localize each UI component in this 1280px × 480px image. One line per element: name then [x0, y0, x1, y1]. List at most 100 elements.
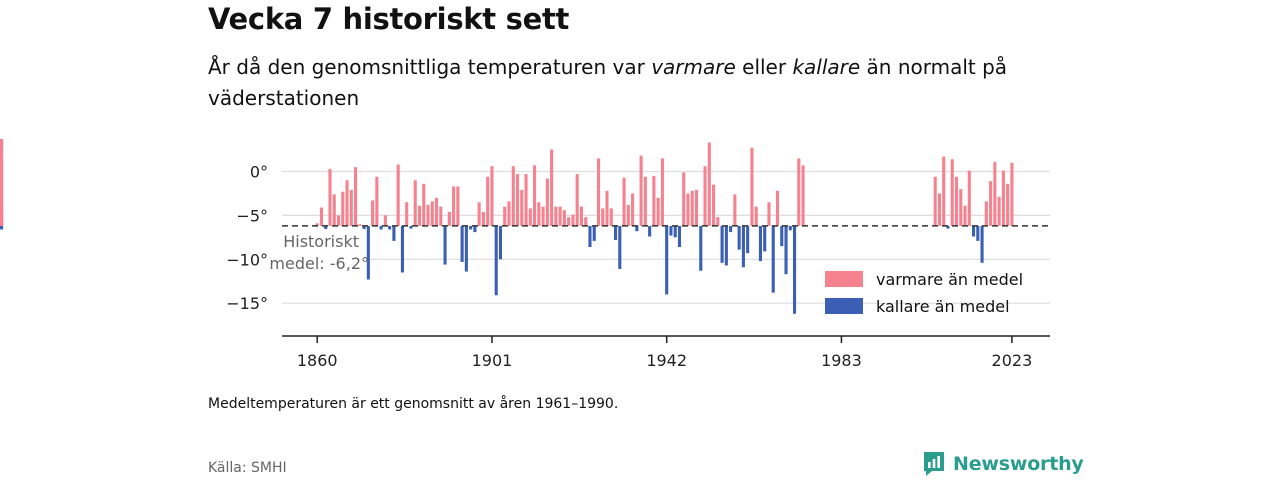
bar-1932 — [622, 177, 626, 226]
bar-1935 — [635, 225, 639, 232]
bar-1903 — [498, 225, 503, 260]
bar-1937 — [643, 176, 647, 226]
legend-label-warmer: varmare än medel — [876, 270, 1023, 289]
bar-1951 — [703, 166, 707, 226]
bar-1971 — [788, 225, 792, 231]
bar-1948 — [690, 190, 694, 226]
bar-1874 — [375, 176, 379, 226]
x-tick-label: 2023 — [992, 351, 1033, 370]
bar-1933 — [626, 204, 630, 226]
bar-2006 — [937, 193, 941, 226]
bar-1918 — [562, 210, 566, 226]
y-tick-label: −5° — [236, 206, 268, 225]
bar-1914 — [545, 178, 549, 226]
bar-1941 — [660, 158, 664, 226]
page-subtitle: År då den genomsnittliga temperaturen va… — [208, 52, 1068, 114]
bar-1893 — [456, 186, 460, 226]
bar-chart: 0° −5° −10° −15° Historiskt medel: -6,2° 18… — [0, 139, 1050, 370]
bar-1894 — [460, 225, 464, 262]
bar-1907 — [515, 174, 520, 226]
bar-1967 — [771, 225, 775, 293]
bar-1959 — [737, 225, 741, 250]
bar-1960 — [741, 225, 745, 268]
bar-undefined — [0, 153, 4, 226]
bar-2016 — [980, 225, 984, 263]
bar-1877 — [388, 225, 392, 230]
bar-1950 — [699, 225, 703, 271]
bar-2023 — [1010, 162, 1014, 226]
bar-1896 — [469, 225, 473, 230]
bar-1953 — [712, 184, 716, 226]
bar-1902 — [494, 225, 498, 296]
bar-1909 — [524, 174, 528, 226]
bar-1897 — [473, 225, 477, 233]
brand-name: Newsworthy — [953, 453, 1084, 475]
bar-1963 — [754, 206, 758, 226]
bar-1955 — [720, 225, 724, 263]
bar-1919 — [567, 217, 571, 226]
bar-1890 — [443, 225, 447, 265]
bar-1974 — [801, 165, 805, 226]
bar-1912 — [537, 202, 541, 226]
bar-1906 — [511, 166, 515, 226]
bar-1943 — [669, 225, 673, 236]
page-title: Vecka 7 historiskt sett — [208, 2, 570, 36]
y-tick-label: −10° — [226, 250, 268, 269]
bar-2011 — [959, 189, 963, 226]
bar-1964 — [758, 225, 762, 262]
bar-1969 — [780, 225, 784, 247]
bar-1887 — [430, 201, 434, 226]
legend: varmare än medel kallare än medel — [825, 270, 1023, 316]
bar-1917 — [558, 206, 562, 226]
bar-1881 — [405, 202, 409, 226]
bar-1913 — [541, 206, 545, 226]
bar-1938 — [648, 225, 652, 237]
subtitle-text-start: År då den genomsnittliga temperaturen va… — [208, 55, 652, 79]
legend-label-colder: kallare än medel — [876, 297, 1010, 316]
bar-1956 — [724, 225, 728, 266]
bar-1872 — [366, 225, 370, 280]
bar-1878 — [392, 225, 396, 241]
bar-2018 — [989, 181, 993, 226]
bar-1931 — [618, 225, 622, 269]
bar-1924 — [588, 225, 592, 248]
bar-2010 — [954, 176, 959, 226]
bar-2017 — [984, 201, 988, 226]
bar-1968 — [775, 190, 780, 226]
bar-1946 — [682, 172, 686, 226]
bar-1952 — [707, 142, 711, 226]
baseline-label-line2: medel: -6,2° — [269, 254, 369, 273]
subtitle-text-mid: eller — [735, 55, 793, 79]
bar-1861 — [319, 207, 324, 226]
bar-undefined — [0, 225, 4, 230]
legend-swatch-warmer — [825, 271, 863, 287]
bar-1888 — [434, 197, 439, 226]
y-tick-label: 0° — [250, 163, 268, 182]
bar-1915 — [550, 149, 554, 226]
bar-1920 — [571, 214, 575, 226]
bar-1923 — [584, 217, 588, 226]
bar-1868 — [349, 189, 353, 226]
bar-1965 — [763, 225, 767, 252]
bar-1947 — [686, 193, 690, 226]
bar-1880 — [400, 225, 404, 273]
bar-2019 — [993, 161, 997, 226]
bar-2021 — [1001, 170, 1005, 226]
bar-1905 — [507, 201, 511, 226]
baseline-label-line1: Historiskt — [283, 232, 359, 251]
x-axis-ticks: 1860 1901 1942 1983 2023 — [297, 336, 1032, 370]
bar-1945 — [677, 225, 682, 248]
bar-2005 — [933, 176, 937, 226]
bar-1949 — [694, 189, 699, 226]
bar-1954 — [716, 217, 720, 226]
bar-1962 — [750, 147, 754, 226]
bar-1921 — [575, 174, 579, 226]
bar-1934 — [631, 193, 635, 226]
source-label: Källa: SMHI — [208, 460, 287, 476]
bar-1939 — [652, 175, 656, 226]
bar-1882 — [409, 225, 413, 229]
bar-2008 — [946, 225, 950, 229]
bar-2020 — [997, 196, 1001, 226]
bar-1908 — [520, 189, 524, 226]
bar-1922 — [579, 206, 583, 226]
